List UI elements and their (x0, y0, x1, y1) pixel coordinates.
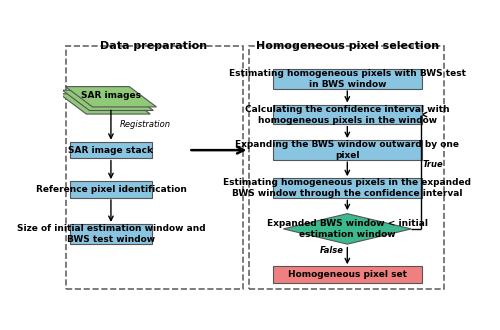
Text: Expanded BWS window < initial
estimation window: Expanded BWS window < initial estimation… (267, 219, 428, 239)
Polygon shape (62, 90, 154, 111)
FancyBboxPatch shape (70, 224, 152, 244)
Text: Registration: Registration (120, 120, 171, 129)
Text: False: False (320, 246, 344, 255)
Polygon shape (66, 86, 156, 107)
Text: SAR image stack: SAR image stack (68, 146, 154, 155)
Text: Estimating homogeneous pixels with BWS test
in BWS window: Estimating homogeneous pixels with BWS t… (229, 69, 466, 89)
Polygon shape (59, 94, 150, 114)
FancyBboxPatch shape (70, 142, 152, 158)
FancyBboxPatch shape (272, 69, 422, 89)
Text: True: True (423, 160, 444, 169)
Text: Expanding the BWS window outward by one
pixel: Expanding the BWS window outward by one … (236, 140, 460, 160)
FancyBboxPatch shape (272, 178, 422, 198)
Text: Reference pixel identification: Reference pixel identification (36, 185, 186, 194)
Text: Homogeneous pixel selection: Homogeneous pixel selection (256, 41, 439, 51)
FancyBboxPatch shape (70, 181, 152, 198)
Text: Size of initial estimation window and
BWS test window: Size of initial estimation window and BW… (16, 224, 206, 244)
Text: SAR images: SAR images (81, 91, 141, 100)
Text: Homogeneous pixel set: Homogeneous pixel set (288, 270, 407, 279)
FancyBboxPatch shape (272, 105, 422, 124)
Text: Data preparation: Data preparation (100, 41, 207, 51)
Text: Calculating the confidence interval with
homogeneous pixels in the window: Calculating the confidence interval with… (245, 105, 450, 125)
Text: Estimating homogeneous pixels in the expanded
BWS window through the confidence : Estimating homogeneous pixels in the exp… (224, 178, 472, 198)
Polygon shape (284, 214, 411, 244)
FancyBboxPatch shape (248, 46, 444, 289)
FancyBboxPatch shape (272, 266, 422, 283)
FancyBboxPatch shape (272, 140, 422, 160)
FancyBboxPatch shape (66, 46, 242, 289)
